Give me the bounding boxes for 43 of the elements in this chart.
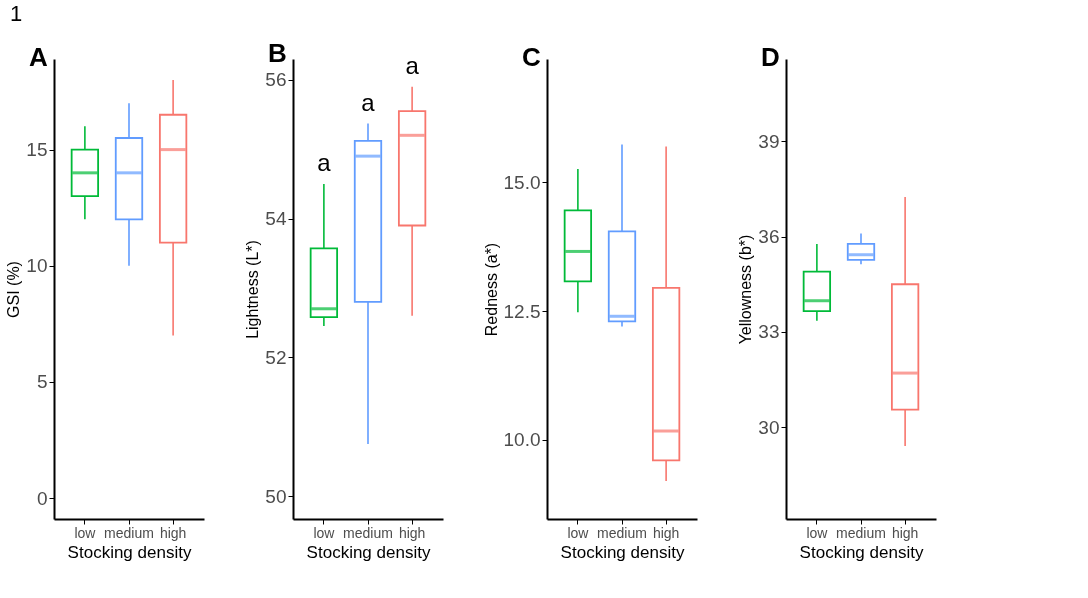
y-tick-label: 36 [758, 226, 780, 248]
x-tick-label: high [891, 524, 919, 541]
x-axis-title: Stocking density [799, 542, 924, 562]
y-tick-label: 56 [265, 69, 287, 91]
y-tick-label: 30 [758, 416, 780, 438]
text: 1 [10, 1, 23, 26]
annotation: a [361, 88, 376, 116]
chart-title: A [29, 42, 48, 72]
annotation: a [405, 51, 420, 79]
x-axis-title: Stocking density [306, 542, 431, 562]
x-tick-label: low [313, 524, 336, 541]
x-tick-label: medium [836, 524, 886, 541]
y-tick-label: 0 [36, 487, 48, 509]
x-tick-label: high [652, 524, 680, 541]
y-tick-label: 50 [265, 485, 287, 507]
x-tick-label: medium [597, 524, 647, 541]
x-tick-label: medium [104, 524, 154, 541]
chart-title: B [268, 37, 287, 68]
y-tick-label: 52 [265, 346, 287, 368]
x-axis-title: Stocking density [67, 542, 192, 562]
x-tick-label: low [74, 524, 97, 541]
y-tick-label: 39 [758, 130, 780, 152]
x-tick-label: high [159, 524, 187, 541]
y-tick-label: 33 [758, 321, 780, 343]
x-tick-label: low [567, 524, 590, 541]
y-tick-label: 54 [265, 208, 287, 230]
chart-title: C [522, 42, 541, 72]
x-tick-label: low [806, 524, 829, 541]
y-tick-label: 15.0 [503, 171, 541, 193]
y-axis-title: Redness (a*) [482, 242, 500, 337]
y-tick-label: 12.5 [503, 300, 541, 322]
y-tick-label: 5 [36, 371, 48, 393]
y-axis-title: Lightness (L*) [244, 240, 262, 339]
annotation: a [317, 148, 332, 176]
y-tick-label: 10 [26, 255, 48, 277]
x-tick-label: high [398, 524, 426, 541]
y-tick-label: 15 [26, 139, 48, 161]
y-axis-title: Yellowness (b*) [737, 234, 755, 345]
chart-title: D [761, 42, 780, 72]
y-tick-label: 10.0 [503, 429, 541, 451]
y-axis-title: GSI (%) [5, 261, 23, 318]
x-axis-title: Stocking density [560, 542, 685, 562]
x-tick-label: medium [343, 524, 393, 541]
